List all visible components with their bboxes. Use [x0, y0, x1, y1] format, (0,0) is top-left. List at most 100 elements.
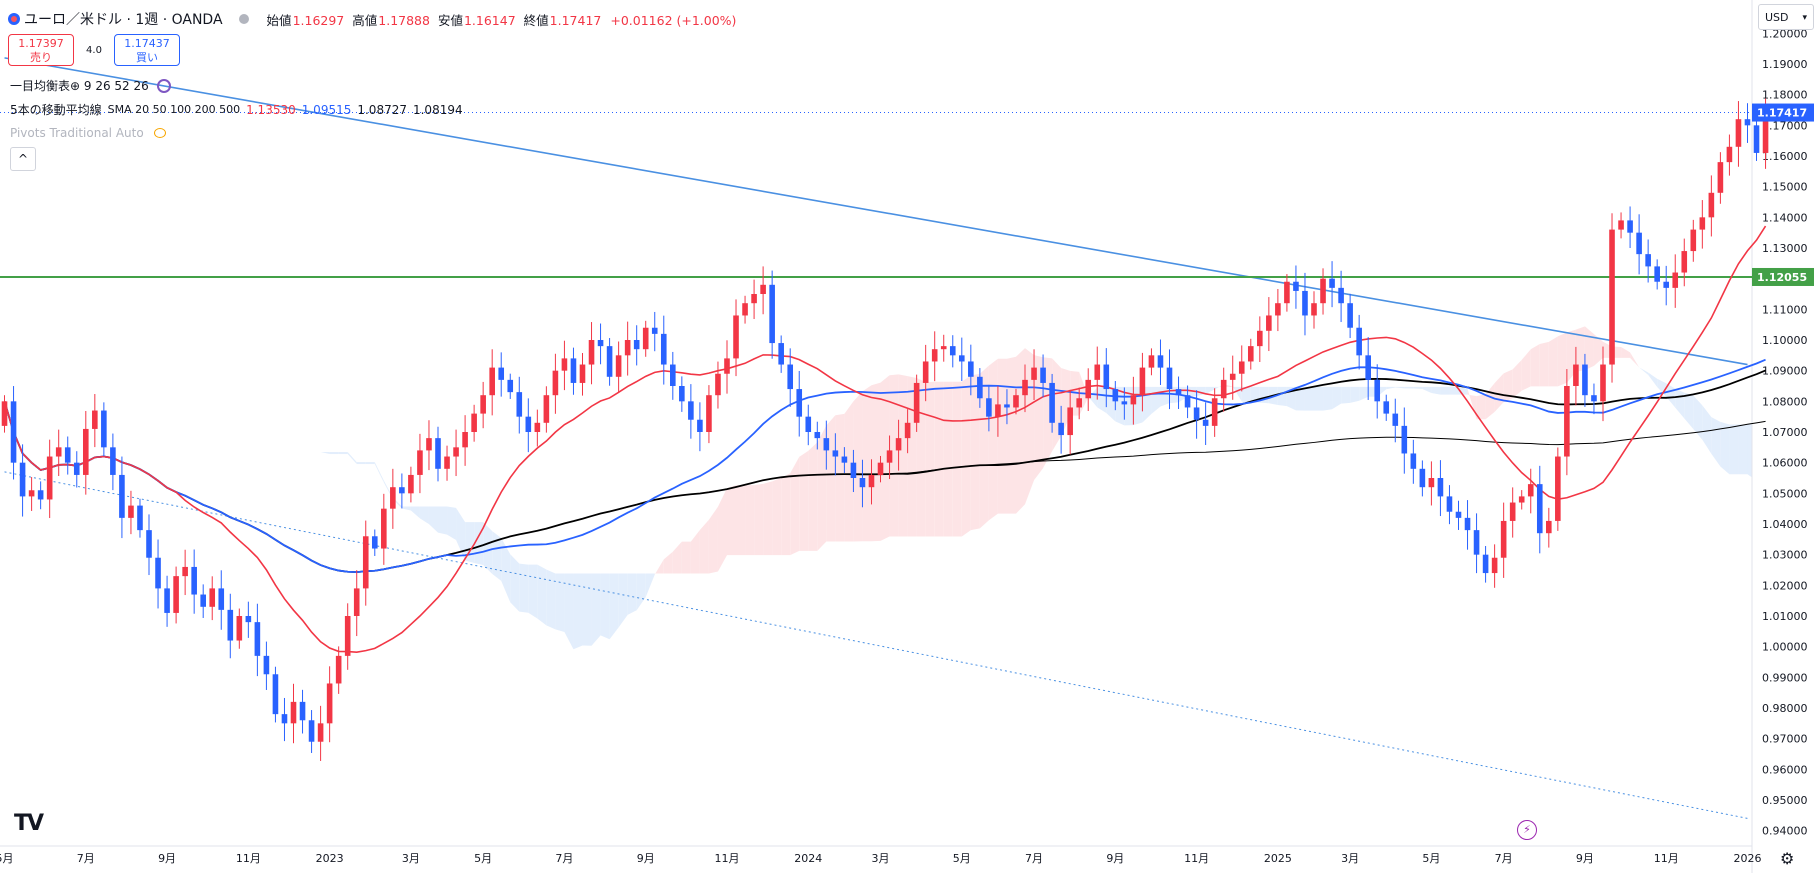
tradingview-logo[interactable]: TV — [14, 811, 44, 836]
indicator-ichimoku[interactable]: 一目均衡表⊕ 9 26 52 26 — [10, 77, 171, 94]
price-tick-label: 1.06000 — [1762, 457, 1808, 470]
ichimoku-cloud-segment — [952, 381, 962, 537]
candle-body — [1356, 327, 1362, 356]
ichimoku-cloud-segment — [880, 375, 890, 541]
candle-body — [1672, 272, 1679, 288]
ichimoku-cloud-segment — [438, 506, 448, 535]
hidden-eye-icon[interactable] — [153, 128, 166, 138]
candle-body — [1166, 367, 1173, 390]
ichimoku-cloud-segment — [1088, 387, 1098, 408]
price-tick-label: 1.05000 — [1762, 487, 1808, 500]
ichimoku-cloud-segment — [374, 462, 384, 483]
ichimoku-cloud-segment — [790, 456, 800, 556]
candle-body — [353, 588, 360, 616]
candle-body — [1040, 367, 1046, 383]
candle-body — [254, 622, 261, 656]
candle-body — [245, 616, 252, 623]
candle-body — [1257, 330, 1263, 347]
candle-body — [552, 370, 559, 396]
indicator-moving-averages[interactable]: 5本の移動平均線 SMA 20 50 100 200 500 1.13530 1… — [10, 101, 463, 118]
ichimoku-cloud-segment — [1286, 386, 1296, 411]
ichimoku-cloud-segment — [1350, 386, 1360, 403]
time-tick-label: 5月 — [474, 852, 492, 865]
candle-body — [1690, 229, 1697, 252]
candle-body — [588, 340, 595, 365]
candle-body — [1681, 251, 1688, 273]
candle-body — [543, 395, 550, 423]
price-tick-label: 1.08000 — [1762, 395, 1808, 408]
price-tick-label: 1.14000 — [1762, 211, 1808, 224]
candle-body — [1193, 407, 1200, 420]
ichimoku-cloud-segment — [600, 573, 610, 640]
candle-body — [913, 382, 920, 423]
sma-20-line — [3, 225, 1767, 653]
candle-body — [706, 395, 712, 432]
time-tick-label: 7月 — [555, 852, 573, 865]
price-tick-label: 1.11000 — [1762, 303, 1808, 316]
candle-body — [1401, 425, 1408, 454]
candle-body — [1284, 281, 1290, 304]
ichimoku-cloud-segment — [401, 506, 411, 511]
ichimoku-cloud-segment — [1684, 392, 1694, 429]
ichimoku-cloud-segment — [564, 573, 574, 650]
symbol-title[interactable]: ユーロ／米ドル · 1週 · OANDA — [24, 12, 223, 28]
candle-body — [1229, 373, 1236, 380]
candle-body — [299, 701, 306, 721]
candle-body — [1320, 278, 1326, 304]
candle-body — [1392, 413, 1399, 426]
ichimoku-cloud-segment — [862, 385, 872, 542]
indicator-pivots[interactable]: Pivots Traditional Auto — [10, 126, 166, 140]
candle-body — [37, 490, 44, 500]
eye-icon[interactable] — [156, 78, 171, 93]
candle-body — [1473, 530, 1480, 555]
candle-body — [381, 508, 387, 549]
price-tick-label: 1.13000 — [1762, 242, 1808, 255]
candle-body — [1275, 303, 1281, 316]
candle-body — [200, 594, 206, 607]
ichimoku-cloud-segment — [826, 415, 836, 542]
candle-body — [570, 358, 577, 383]
sell-price: 1.17397 — [18, 37, 64, 50]
candle-body — [281, 714, 288, 724]
time-tick-label: 7月 — [1495, 852, 1513, 865]
candle-body — [624, 340, 631, 356]
ichimoku-cloud-segment — [844, 401, 854, 542]
ichimoku-cloud-segment — [447, 506, 457, 541]
price-tick-label: 1.15000 — [1762, 181, 1808, 194]
lightning-icon[interactable]: ⚡ — [1517, 820, 1537, 840]
ichimoku-cloud-segment — [1015, 348, 1026, 514]
ichimoku-cloud-segment — [1205, 386, 1215, 394]
time-tick-label: 2026 — [1733, 852, 1761, 865]
ichimoku-cloud-segment — [555, 573, 565, 633]
spread-value: 4.0 — [86, 44, 102, 56]
candle-body — [597, 340, 604, 347]
ichimoku-cloud-segment — [799, 450, 809, 551]
gear-icon[interactable]: ⚙ — [1780, 849, 1795, 868]
candle-body — [417, 450, 423, 475]
ichimoku-cloud-segment — [1332, 386, 1342, 410]
ma-value-2: 1.09515 — [301, 102, 352, 117]
sell-button[interactable]: 1.17397 売り — [8, 34, 74, 66]
ichimoku-cloud-segment — [988, 358, 998, 521]
candle-body — [1139, 367, 1146, 396]
time-tick-label: 11月 — [236, 852, 261, 865]
ichimoku-cloud-segment — [239, 413, 249, 433]
buy-button[interactable]: 1.17437 買い — [114, 34, 180, 66]
currency-select[interactable]: USD ▾ — [1758, 4, 1814, 30]
candle-body — [408, 474, 414, 494]
candle-body — [1076, 398, 1082, 408]
ichimoku-cloud-segment — [1413, 386, 1423, 390]
candle-body — [390, 487, 396, 509]
ichimoku-cloud-segment — [510, 554, 520, 612]
ichimoku-cloud-segment — [456, 507, 466, 561]
pivots-label: Pivots Traditional Auto — [10, 126, 144, 140]
candle-body — [1067, 407, 1073, 436]
candle-body — [1302, 290, 1308, 316]
collapse-legend-button[interactable]: ^ — [10, 147, 36, 171]
ichimoku-cloud-segment — [1006, 356, 1016, 514]
candle-body — [1220, 379, 1227, 399]
candle-body — [1112, 389, 1119, 402]
open-value: 1.16297 — [292, 12, 345, 28]
ichimoku-cloud-segment — [1440, 386, 1450, 395]
